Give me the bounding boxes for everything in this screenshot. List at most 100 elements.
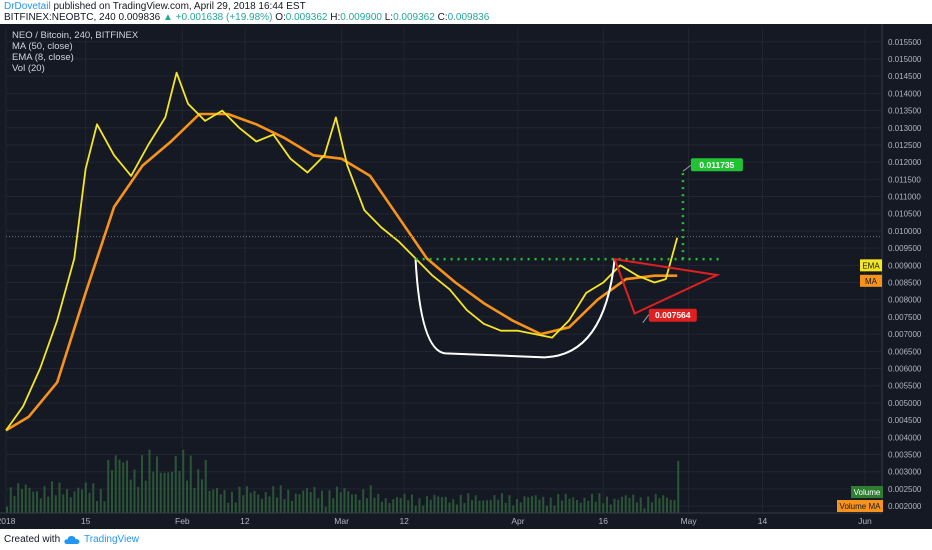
ema-axis-tag: EMA [862, 261, 880, 270]
x-tick-label: 12 [399, 516, 409, 526]
volume-bar [148, 449, 151, 513]
volume-bar [77, 487, 80, 513]
volume-bar [20, 489, 23, 513]
volume-bar [332, 498, 335, 513]
volume-bar [260, 498, 263, 513]
volume-bar [204, 459, 207, 513]
volume-bar [673, 499, 676, 513]
chart-area[interactable]: 0.011735 0.007564 0.015500 0.015000 0.01450… [0, 24, 932, 529]
volume-bar [422, 505, 425, 513]
volume-bar [362, 489, 365, 513]
volume-bar [602, 503, 605, 513]
volume-bar [17, 483, 20, 513]
high-label: H: [330, 12, 341, 23]
legend-vol[interactable]: Vol (20) [12, 63, 45, 74]
y-tick-label: 0.009500 [888, 244, 922, 253]
volume-bar [650, 502, 653, 513]
stop-label: 0.007564 [655, 310, 691, 320]
volume-bar [35, 491, 38, 513]
volume-bar [283, 498, 286, 513]
volume-bar [590, 493, 593, 513]
volume-bar [92, 483, 95, 513]
legend-ema[interactable]: EMA (8, close) [12, 52, 74, 63]
volume-bar [463, 502, 466, 513]
volume-bar [530, 496, 533, 513]
volume-bar [467, 493, 470, 513]
volume-bar [167, 472, 170, 513]
tradingview-link[interactable]: TradingView [84, 534, 140, 545]
author-link[interactable]: DrDovetail [4, 1, 51, 12]
volume-bar [665, 497, 668, 513]
y-tick-label: 0.012000 [888, 158, 922, 167]
volume-bar [609, 504, 612, 513]
price-chart[interactable]: 0.011735 0.007564 0.015500 0.015000 0.01450… [0, 24, 932, 529]
legend-title[interactable]: NEO / Bitcoin, 240, BITFINEX [12, 30, 139, 41]
volume-bar [373, 497, 376, 513]
volume-bar [238, 486, 241, 513]
x-tick-label: 16 [599, 516, 609, 526]
stop-label-box [648, 308, 697, 322]
volume-ma-axis-tag-box [837, 500, 883, 512]
y-tick-label: 0.011000 [888, 193, 921, 202]
volume-bar [242, 495, 245, 513]
volume-bar [249, 492, 252, 513]
volume-bar [624, 495, 627, 513]
volume-bar [504, 502, 507, 513]
y-tick-label: 0.013000 [888, 124, 922, 133]
footer-bar: Created with TradingView [0, 529, 932, 550]
handle-pattern [613, 257, 721, 315]
volume-bar [407, 500, 410, 513]
volume-axis-tag: Volume [854, 488, 881, 497]
volume-bar [275, 497, 278, 513]
volume-bar [159, 472, 162, 513]
price-axis[interactable]: 0.015500 0.015000 0.014500 0.014000 0.013500… [881, 24, 932, 529]
x-tick-label: May [681, 516, 698, 526]
volume-bar [110, 470, 113, 513]
volume-bar [598, 493, 601, 513]
volume-bar [658, 498, 661, 513]
volume-bar [69, 497, 72, 513]
volume-bar [302, 490, 305, 513]
volume-bar [88, 492, 91, 513]
volume-bar [613, 498, 616, 513]
volume-bar [65, 489, 68, 513]
volume-bar [39, 498, 42, 513]
volume-bar [144, 480, 147, 513]
y-tick-label: 0.008500 [888, 279, 922, 288]
volume-bar [527, 497, 530, 513]
volume-bar [294, 493, 297, 513]
volume-bar [290, 500, 293, 513]
x-tick-label: Apr [511, 516, 524, 526]
y-tick-label: 0.010000 [888, 227, 922, 236]
volume-bar [347, 491, 350, 513]
y-tick-label: 0.007500 [888, 313, 922, 322]
created-with-text: Created with [4, 534, 61, 545]
volume-bar [669, 499, 672, 513]
y-tick-label: 0.004000 [888, 433, 922, 442]
open-value: 0.009362 [285, 12, 328, 23]
y-tick-label: 0.004500 [888, 416, 922, 425]
volume-bar [185, 480, 188, 513]
grid-lines [5, 28, 882, 513]
indicator-lines [5, 71, 679, 432]
legend-ma[interactable]: MA (50, close) [12, 41, 73, 52]
y-tick-label: 0.005500 [888, 382, 922, 391]
volume-bar [219, 494, 222, 513]
volume-bar [230, 491, 233, 513]
volume-bar [73, 491, 76, 513]
stop-leader [642, 314, 650, 324]
volume-bar [365, 498, 368, 513]
volume-bar [440, 497, 443, 513]
y-tick-label: 0.010500 [888, 210, 922, 219]
volume-bar [579, 502, 582, 513]
volume-bar [392, 499, 395, 513]
volume-bar [129, 479, 132, 513]
low-label: L: [384, 12, 394, 23]
time-axis[interactable]: 2018 15 Feb 12 Mar 12 Apr 16 May 14 Jun [0, 512, 882, 526]
published-text: published on TradingView.com, April 29, … [53, 1, 306, 12]
volume-bar [335, 486, 338, 513]
x-tick-label: Feb [175, 516, 190, 526]
volume-bar [268, 496, 271, 513]
volume-bar [639, 497, 642, 513]
volume-bar [519, 502, 522, 513]
